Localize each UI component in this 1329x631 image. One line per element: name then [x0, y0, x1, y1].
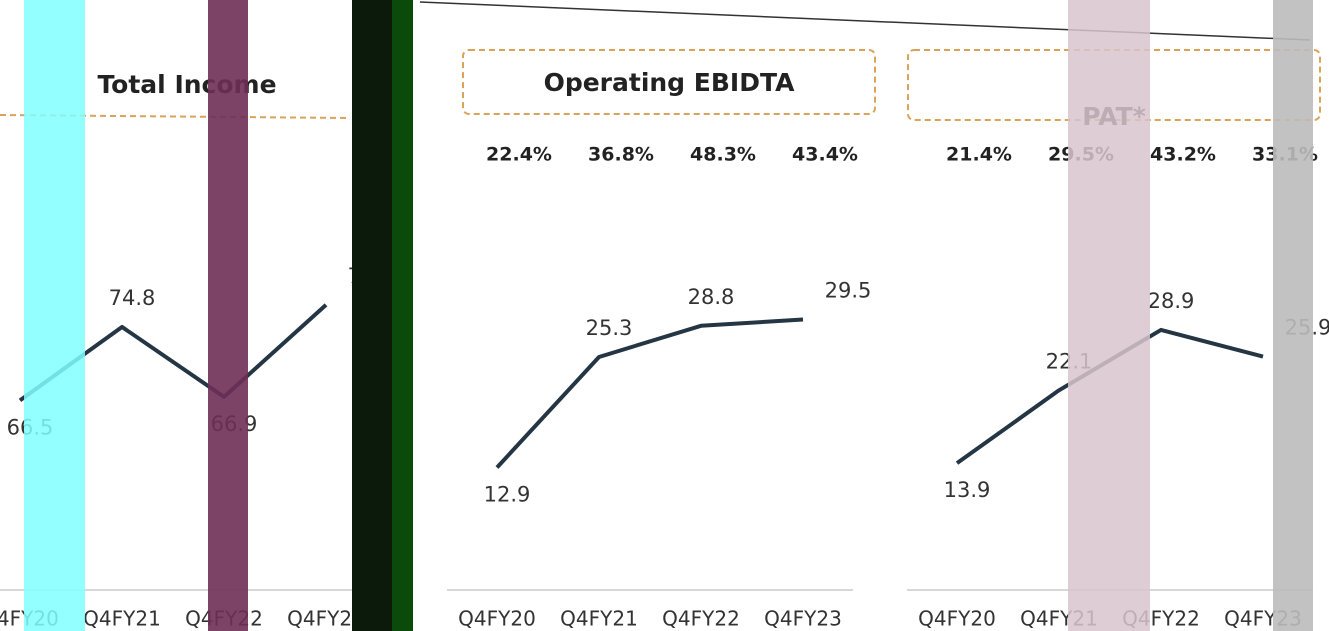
title-box: [462, 49, 876, 115]
data-label: 25.3: [586, 316, 633, 340]
data-label: 12.9: [484, 483, 531, 507]
data-label: 28.8: [688, 285, 735, 309]
glitch: [24, 0, 85, 631]
data-label: 29.5: [825, 279, 872, 303]
x-tick-label: Q4FY23: [764, 607, 842, 631]
margin-label: 21.4%: [946, 144, 1012, 166]
glitch: [1068, 0, 1150, 631]
margin-label: 22.4%: [486, 144, 552, 166]
data-label: 28.9: [1148, 289, 1195, 313]
margin-label: 48.3%: [690, 144, 756, 166]
title-box: [0, 114, 351, 119]
divider: [419, 1, 1311, 41]
glitch: [1273, 0, 1313, 631]
x-tick-label: Q4FY22: [662, 607, 740, 631]
chart-title: Total Income: [97, 70, 276, 99]
glitch: [392, 0, 413, 631]
margin-label: 36.8%: [588, 144, 654, 166]
data-label: 74.8: [109, 286, 156, 310]
x-tick-label: Q4FY21: [560, 607, 638, 631]
glitch: [208, 0, 248, 631]
margin-label: 43.4%: [792, 144, 858, 166]
data-label: 13.9: [944, 478, 991, 502]
chart-title: Operating EBIDTA: [544, 68, 796, 97]
x-tick-label: Q4FY20: [918, 607, 996, 631]
glitch: [352, 0, 392, 631]
x-tick-label: Q4FY20: [458, 607, 536, 631]
x-tick-label: Q4FY23: [287, 607, 365, 631]
margin-label: 43.2%: [1150, 144, 1216, 166]
line: [495, 317, 804, 469]
x-tick-label: Q4FY21: [83, 607, 161, 631]
